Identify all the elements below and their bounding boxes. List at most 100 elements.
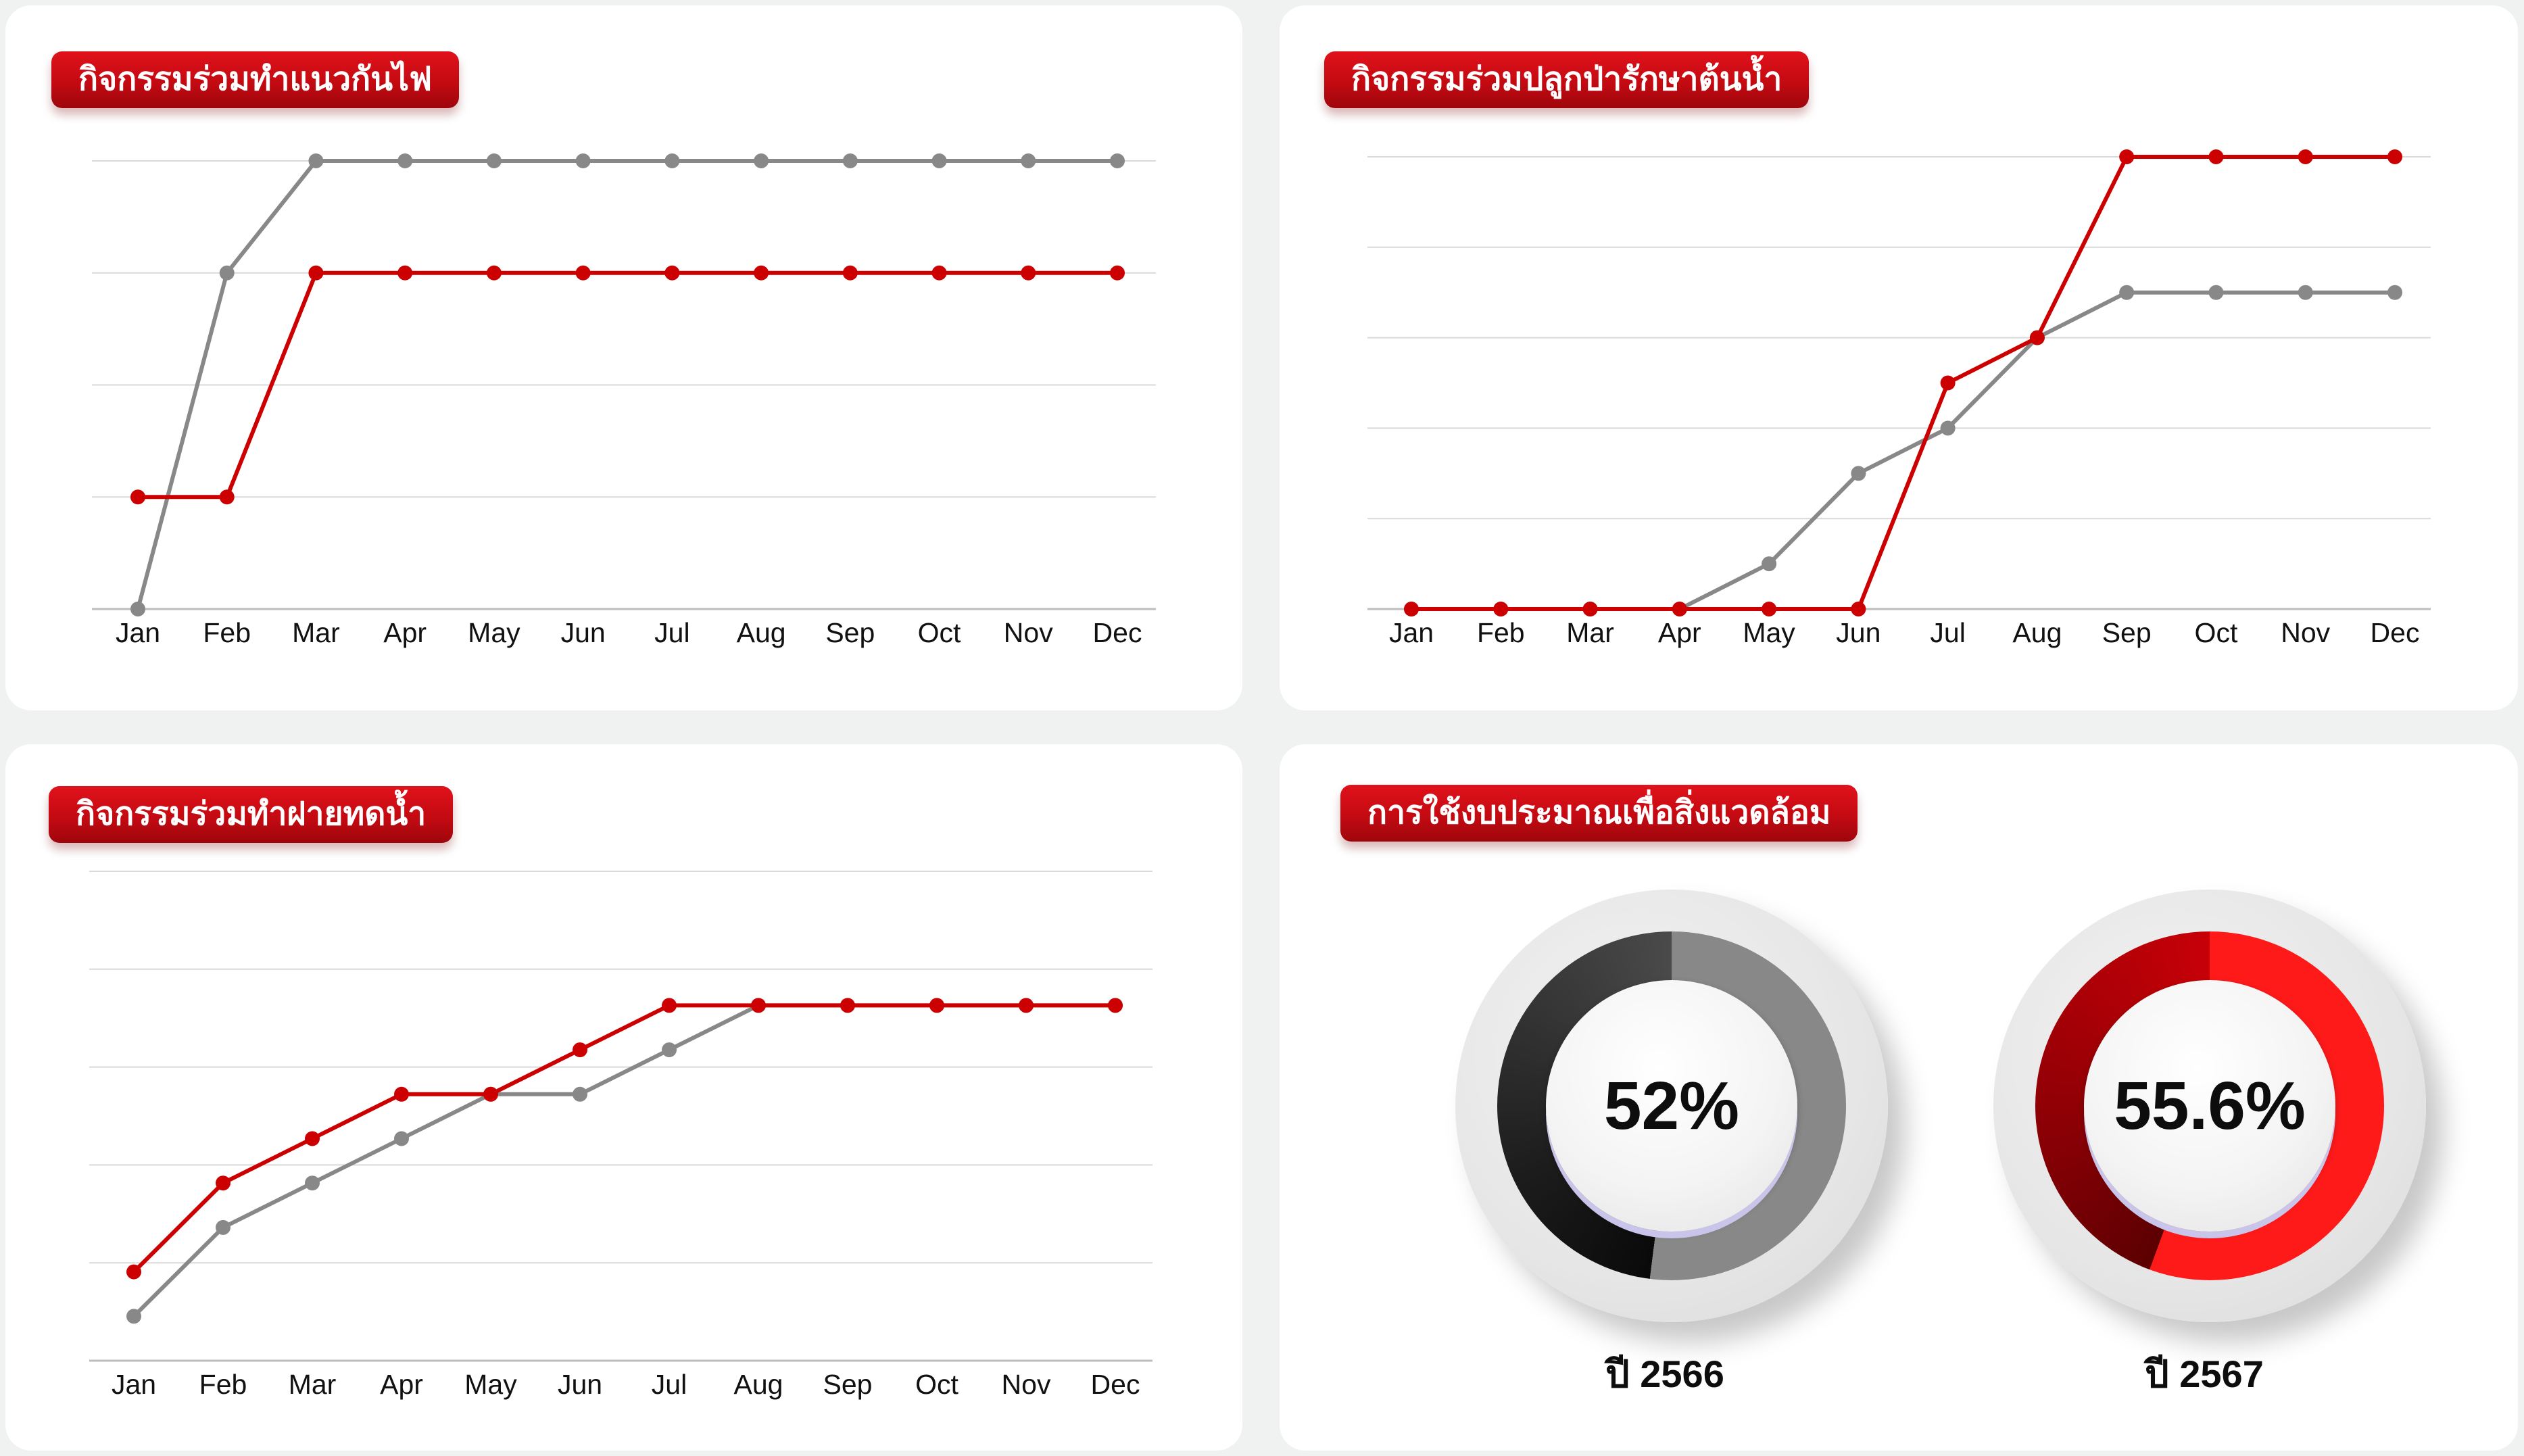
series-0-point: [662, 1042, 677, 1058]
x-tick-label: Jan: [1389, 617, 1434, 648]
series-1-point: [130, 489, 145, 505]
x-tick-label: Dec: [2371, 617, 2420, 648]
x-tick-label: Feb: [199, 1369, 247, 1400]
series-1-point: [840, 998, 855, 1013]
donut-center: [1546, 980, 1797, 1232]
budget-year-2567: ปี 2567: [2145, 1353, 2264, 1395]
series-1-point: [308, 265, 324, 281]
x-tick-label: Mar: [292, 617, 340, 648]
series-1-point: [486, 265, 502, 281]
x-tick-label: Jun: [561, 617, 606, 648]
series-1-point: [2387, 149, 2402, 164]
fire-break-panel: กิจกรรมร่วมทำแนวกันไฟ Jan Feb Mar Apr May Jun…: [5, 5, 1242, 710]
x-tick-label: Jun: [1836, 617, 1880, 648]
series-1-point: [1762, 602, 1777, 616]
x-tick-label: Aug: [2012, 617, 2062, 648]
chart-title: กิจกรรมร่วมทำฝายทดน้ำ: [49, 786, 454, 843]
series-0-point: [2119, 285, 2135, 300]
series-1-point: [1582, 602, 1598, 616]
check-dam-panel: กิจกรรมร่วมทำฝายทดน้ำ Jan Feb Mar Apr May Jun…: [5, 744, 1242, 1451]
series-line-1: [1411, 155, 2395, 611]
x-tick-label: Feb: [1477, 617, 1525, 648]
series-0-point: [754, 153, 769, 168]
series-1-point: [126, 1264, 141, 1280]
series-0-point: [305, 1175, 320, 1191]
series-0-point: [308, 153, 324, 168]
budget-donut-2566: 52%: [1455, 890, 1888, 1322]
series-0-point: [394, 1131, 409, 1146]
series-0-point: [931, 153, 947, 168]
series-1-point: [394, 1086, 409, 1102]
x-tick-label: Jan: [112, 1369, 156, 1400]
series-line-1: [132, 1003, 1115, 1273]
series-1-point: [1108, 998, 1123, 1013]
budget-percent-2566: 52%: [1603, 1068, 1740, 1144]
series-1-point: [483, 1086, 498, 1102]
series-0-point: [1110, 153, 1125, 168]
x-tick-label: Sep: [823, 1369, 873, 1400]
reforestation-line-chart: Jan Feb Mar Apr May Jun Jul Aug Sep Oct Nov Dec: [1367, 149, 2431, 648]
x-tick-label: Jul: [652, 1369, 687, 1400]
series-1-point: [397, 265, 413, 281]
series-0-point: [842, 153, 858, 168]
series-0-point: [130, 602, 145, 616]
x-tick-label: Apr: [1658, 617, 1701, 648]
series-1-point: [2208, 149, 2224, 164]
series-1-point: [2119, 149, 2135, 164]
x-tick-label: Jul: [654, 617, 689, 648]
budget-percent-2567: 55.6%: [2114, 1068, 2306, 1144]
series-1-point: [216, 1175, 230, 1191]
x-tick-label: Aug: [737, 617, 786, 648]
budget-donut-2567: 55.6%: [1993, 890, 2426, 1322]
series-0-point: [1762, 556, 1777, 572]
x-tick-label: May: [464, 1369, 517, 1400]
series-1-point: [2029, 330, 2045, 345]
chart-title: กิจกรรมร่วมทำแนวกันไฟ: [51, 51, 460, 108]
series-0-point: [219, 265, 235, 281]
x-tick-label: Nov: [2281, 617, 2330, 648]
series-0-point: [2298, 285, 2313, 300]
series-1-point: [842, 265, 858, 281]
series-1-point: [664, 265, 680, 281]
series-1-point: [1019, 998, 1034, 1013]
series-1-point: [929, 998, 944, 1013]
series-0-point: [2387, 285, 2402, 300]
series-1-point: [1110, 265, 1125, 281]
x-tick-label: Mar: [1566, 617, 1614, 648]
series-0-point: [664, 153, 680, 168]
series-0-point: [397, 153, 413, 168]
series-1-point: [573, 1042, 587, 1058]
budget-year-2566: ปี 2566: [1605, 1353, 1724, 1395]
series-1-point: [219, 489, 235, 505]
x-tick-label: Feb: [203, 617, 251, 648]
series-1-point: [305, 1131, 320, 1146]
x-tick-label: Sep: [825, 617, 875, 648]
x-tick-label: Dec: [1093, 617, 1142, 648]
series-1-point: [751, 998, 766, 1013]
x-tick-label: Oct: [918, 617, 961, 648]
series-1-point: [1493, 602, 1509, 616]
x-tick-label: May: [1743, 617, 1795, 648]
series-1-point: [1672, 602, 1687, 616]
x-tick-label: Nov: [1004, 617, 1053, 648]
series-0-point: [1851, 466, 1866, 481]
series-0-point: [1940, 420, 1956, 436]
reforestation-panel: กิจกรรมร่วมปลูกป่ารักษาต้นน้ำ Jan Feb Mar A…: [1280, 5, 2518, 710]
x-tick-label: Aug: [734, 1369, 783, 1400]
series-0-point: [573, 1086, 587, 1102]
series-0-point: [126, 1309, 141, 1324]
series-1-point: [1851, 602, 1866, 616]
series-line-0: [132, 1003, 1115, 1318]
x-tick-label: Jun: [558, 1369, 602, 1400]
series-1-point: [754, 265, 769, 281]
chart-title: กิจกรรมร่วมปลูกป่ารักษาต้นน้ำ: [1324, 51, 1810, 108]
x-tick-label: Apr: [383, 617, 427, 648]
x-tick-label: Mar: [289, 1369, 337, 1400]
budget-title: การใช้งบประมาณเพื่อสิ่งแวดล้อม: [1340, 785, 1858, 842]
series-1-point: [2298, 149, 2313, 164]
x-tick-label: Jul: [1930, 617, 1965, 648]
fire-break-line-chart: Jan Feb Mar Apr May Jun Jul Aug Sep Oct Nov Dec: [92, 153, 1156, 648]
series-line-0: [136, 159, 1117, 610]
x-tick-label: Oct: [2195, 617, 2238, 648]
series-0-point: [2208, 285, 2224, 300]
